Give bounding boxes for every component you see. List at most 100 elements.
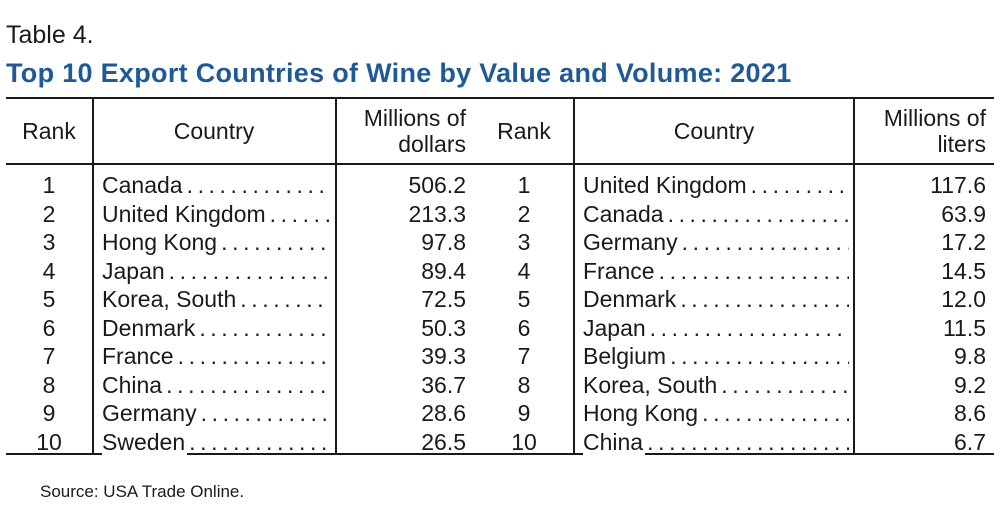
rank-value-cell: 2 [42,200,56,227]
table-row: 4 Japan................................. 8… [6,256,994,286]
country-volume-cell: France................................. [583,256,849,285]
liters-cell: 6.7 [954,428,986,455]
country-name: Canada [583,199,666,228]
table-row: 1 Canada.................................… [6,171,994,200]
country-value-cell: Hong Kong...............................… [102,228,330,256]
country-value-cell: Canada................................. [102,171,330,199]
table-header: Rank Country Millions of dollars Rank Co… [6,99,994,165]
rank-volume-cell: 8 [517,371,531,398]
header-volume-line1: Millions of [883,105,986,131]
dot-leader: ................................. [750,172,849,198]
table-row: 5 Korea, South...........................… [6,285,994,314]
dollars-cell: 213.3 [408,200,466,227]
dot-leader: ................................. [269,200,330,227]
liters-cell: 14.5 [941,257,986,284]
country-name: China [102,370,165,399]
country-value-cell: China................................. [102,370,330,399]
country-name: France [102,342,176,370]
rank-volume-cell: 2 [517,200,531,227]
table-row: 6 Denmark................................… [6,313,994,343]
rank-value-cell: 3 [42,229,56,255]
dot-leader: ................................. [670,343,849,369]
country-volume-cell: United Kingdom..........................… [583,171,849,199]
rank-volume-cell: 7 [517,343,531,369]
dot-leader: ................................. [186,172,330,198]
dot-leader: ................................. [200,400,330,426]
country-name: Denmark [583,285,679,313]
country-name: Japan [583,313,648,342]
table-label: Table 4. [6,21,94,49]
country-volume-cell: China................................. [583,427,849,456]
liters-cell: 8.6 [954,400,986,426]
dollars-cell: 89.4 [421,257,466,284]
dot-leader: ................................. [680,286,849,312]
header-rank-right: Rank [497,118,551,144]
table-row: 9 Germany................................… [6,399,994,428]
rank-value-cell: 7 [42,343,56,369]
dot-leader: ................................. [168,257,330,284]
column-divider [573,99,575,453]
country-value-cell: France................................. [102,342,330,370]
table-body: 1 Canada.................................… [6,171,994,456]
dot-leader: ................................. [681,229,849,255]
rank-value-cell: 8 [42,371,56,398]
country-value-cell: Germany................................. [102,399,330,427]
table-row: 3 Hong Kong..............................… [6,228,994,257]
rank-volume-cell: 5 [517,286,531,312]
liters-cell: 9.2 [954,371,986,398]
country-value-cell: Korea, South............................… [102,285,330,313]
rank-value-cell: 9 [42,400,56,426]
country-name: Hong Kong [583,399,701,427]
country-value-cell: United Kingdom..........................… [102,199,330,228]
rank-volume-cell: 4 [517,257,531,284]
country-name: Germany [102,399,199,427]
country-value-cell: Sweden................................. [102,427,330,456]
rank-volume-cell: 10 [511,428,537,455]
header-country-right: Country [673,118,755,144]
rank-volume-cell: 3 [517,229,531,255]
header-volume-line2: liters [937,131,986,157]
header-value-line1: Millions of [363,105,466,131]
country-volume-cell: Hong Kong...............................… [583,399,849,427]
country-volume-cell: Canada................................. [583,199,849,228]
rank-value-cell: 5 [42,286,56,312]
table-title: Top 10 Export Countries of Wine by Value… [6,58,792,88]
table-row: 10 Sweden................................… [6,427,994,457]
country-volume-cell: Korea, South............................… [583,370,849,399]
liters-cell: 9.8 [954,343,986,369]
country-name: Japan [102,256,167,285]
country-name: Germany [583,228,680,256]
header-value-line2: dollars [398,131,466,157]
country-name: United Kingdom [583,171,749,199]
country-value-cell: Denmark................................. [102,313,330,342]
country-name: China [583,427,646,456]
table-row: 7 France.................................… [6,342,994,371]
header-rank-left: Rank [22,118,76,144]
country-name: Korea, South [102,285,239,313]
source-note: Source: USA Trade Online. [40,482,245,501]
country-value-cell: Japan................................. [102,256,330,285]
rank-volume-cell: 9 [517,400,531,426]
dot-leader: ................................. [189,428,330,455]
rank-value-cell: 6 [42,314,56,341]
rank-volume-cell: 6 [517,314,531,341]
dot-leader: ................................. [221,229,330,255]
rank-value-cell: 1 [42,172,56,198]
dollars-cell: 506.2 [408,172,466,198]
country-volume-cell: Germany................................. [583,228,849,256]
country-volume-cell: Japan................................. [583,313,849,342]
rank-value-cell: 10 [36,428,62,455]
header-value: Millions of dollars [336,99,474,163]
dot-leader: ................................. [166,371,330,398]
dot-leader: ................................. [667,200,849,227]
dot-leader: ................................. [702,400,849,426]
country-name: Canada [102,171,185,199]
table-row: 2 United Kingdom.........................… [6,199,994,229]
dot-leader: ................................. [721,371,849,398]
dollars-cell: 39.3 [421,343,466,369]
dot-leader: ................................. [658,257,849,284]
liters-cell: 117.6 [930,172,986,198]
table-row: 8 China................................. 3… [6,370,994,400]
dot-leader: ................................. [240,286,330,312]
header-country-left: Country [173,118,255,144]
